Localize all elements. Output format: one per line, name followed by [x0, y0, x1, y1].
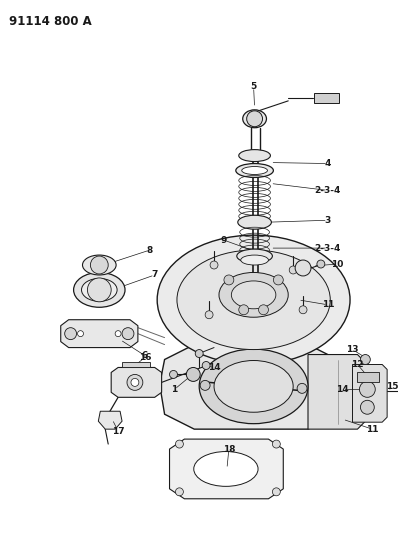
Ellipse shape [214, 360, 293, 412]
Circle shape [122, 328, 134, 340]
Ellipse shape [83, 255, 116, 275]
Text: 10: 10 [332, 260, 344, 269]
Ellipse shape [219, 272, 288, 317]
Text: 1: 1 [171, 385, 178, 394]
Text: 16: 16 [139, 353, 151, 362]
Text: 9: 9 [221, 236, 227, 245]
Circle shape [202, 361, 210, 369]
Circle shape [360, 354, 370, 365]
Ellipse shape [74, 272, 125, 308]
Circle shape [239, 305, 249, 315]
Bar [122, 361, 150, 367]
Circle shape [90, 256, 108, 274]
Circle shape [317, 260, 325, 268]
Circle shape [195, 350, 203, 358]
Text: 8: 8 [147, 246, 153, 255]
Text: 2-3-4: 2-3-4 [315, 186, 341, 195]
Circle shape [205, 311, 213, 319]
Polygon shape [352, 365, 387, 422]
Text: 11: 11 [322, 300, 334, 309]
Ellipse shape [239, 150, 270, 161]
Circle shape [399, 387, 401, 395]
Circle shape [127, 375, 143, 390]
Circle shape [176, 440, 183, 448]
Text: 5: 5 [251, 83, 257, 92]
Ellipse shape [199, 349, 308, 424]
Text: 14: 14 [208, 363, 221, 372]
Polygon shape [170, 439, 283, 499]
Circle shape [360, 400, 374, 414]
Ellipse shape [177, 250, 330, 350]
Text: 2-3-4: 2-3-4 [315, 244, 341, 253]
Circle shape [272, 488, 280, 496]
Text: 4: 4 [324, 159, 331, 168]
Text: 91114 800 A: 91114 800 A [9, 15, 92, 28]
Circle shape [186, 367, 200, 382]
Polygon shape [98, 411, 122, 429]
Circle shape [87, 278, 111, 302]
Text: 15: 15 [386, 382, 398, 391]
Circle shape [273, 275, 283, 285]
Ellipse shape [241, 255, 268, 265]
Circle shape [224, 275, 234, 285]
Circle shape [176, 488, 183, 496]
Circle shape [170, 370, 178, 378]
Ellipse shape [238, 215, 271, 229]
Circle shape [295, 260, 311, 276]
Text: 7: 7 [152, 270, 158, 279]
Text: 13: 13 [346, 345, 359, 354]
Circle shape [131, 378, 139, 386]
Polygon shape [160, 345, 342, 429]
Polygon shape [111, 367, 162, 397]
Bar [314, 93, 339, 103]
Bar [357, 373, 379, 382]
Circle shape [247, 111, 263, 127]
Text: 17: 17 [112, 426, 124, 435]
Ellipse shape [243, 110, 266, 128]
Polygon shape [308, 354, 367, 429]
Ellipse shape [81, 278, 117, 301]
Circle shape [65, 328, 77, 340]
Circle shape [115, 330, 121, 337]
Circle shape [299, 306, 307, 314]
Ellipse shape [194, 451, 258, 486]
Text: 12: 12 [351, 360, 364, 369]
Text: 18: 18 [223, 445, 235, 454]
Ellipse shape [236, 164, 273, 177]
Circle shape [297, 383, 307, 393]
Circle shape [77, 330, 83, 337]
Circle shape [272, 440, 280, 448]
Ellipse shape [231, 281, 276, 309]
Ellipse shape [237, 249, 272, 263]
Ellipse shape [157, 235, 350, 365]
Text: 11: 11 [366, 425, 379, 434]
Circle shape [359, 382, 375, 397]
Text: 3: 3 [325, 216, 331, 225]
Ellipse shape [242, 166, 267, 174]
Text: 14: 14 [336, 385, 349, 394]
Circle shape [210, 261, 218, 269]
Text: 6: 6 [142, 351, 148, 360]
Circle shape [200, 381, 210, 390]
Circle shape [259, 305, 268, 315]
Polygon shape [61, 320, 138, 348]
Circle shape [289, 266, 297, 274]
